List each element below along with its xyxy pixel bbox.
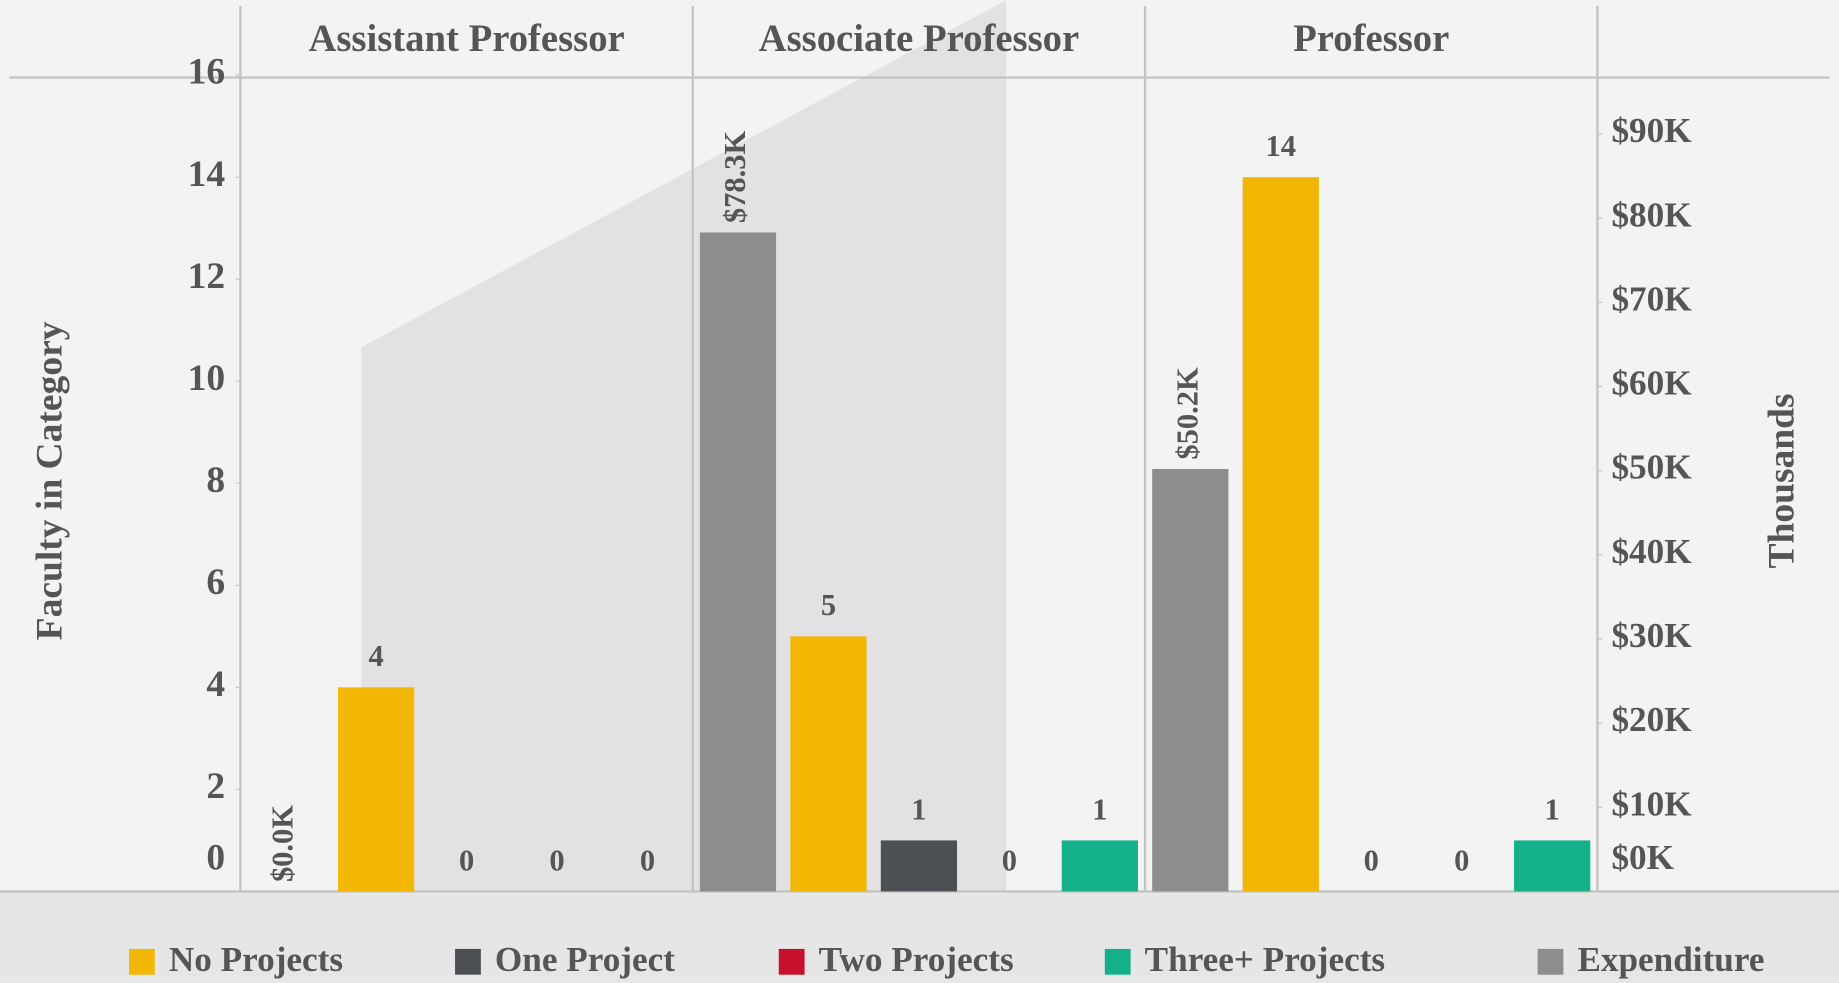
legend-label: Two Projects — [819, 940, 1014, 979]
data-label: 5 — [821, 588, 836, 622]
y2-tick-label: $80K — [1611, 195, 1692, 234]
y-tick-label: 16 — [188, 52, 226, 93]
y-tick-label: 12 — [188, 256, 226, 297]
y2-tick-label: $10K — [1611, 784, 1692, 823]
legend-label: One Project — [495, 940, 675, 979]
bar — [1152, 468, 1229, 892]
bar — [338, 687, 415, 892]
data-label: 0 — [1454, 843, 1469, 877]
y2-tick-label: $0K — [1611, 838, 1674, 877]
y-tick-label: 10 — [188, 358, 226, 399]
bar — [1061, 840, 1138, 892]
data-label: 1 — [1545, 792, 1560, 826]
legend-swatch — [1537, 948, 1564, 975]
y-tick-label: 2 — [206, 766, 225, 807]
data-label: 14 — [1266, 129, 1296, 163]
y2-tick-label: $50K — [1611, 448, 1692, 487]
y-tick-label: 8 — [206, 460, 225, 501]
data-label: 1 — [911, 792, 926, 826]
panel-title: Associate Professor — [759, 18, 1080, 60]
data-label: $78.3K — [718, 131, 752, 224]
legend-label: No Projects — [169, 940, 343, 979]
y2-tick-label: $40K — [1611, 532, 1692, 571]
bar — [1514, 840, 1591, 892]
y2-tick-label: $60K — [1611, 364, 1692, 403]
y2-tick-label: $30K — [1611, 616, 1692, 655]
y2-tick-label: $70K — [1611, 279, 1692, 318]
data-label: 0 — [1002, 843, 1017, 877]
bar — [1242, 177, 1319, 892]
data-label: $50.2K — [1170, 367, 1204, 460]
legend-swatch — [455, 948, 481, 975]
y-tick-label: 6 — [206, 562, 225, 603]
legend-label: Three+ Projects — [1145, 940, 1385, 979]
legend-swatch — [129, 948, 155, 975]
y-tick-label: 4 — [206, 664, 225, 705]
y-axis-title: Faculty in Category — [29, 321, 70, 640]
data-label: 0 — [549, 843, 564, 877]
y-tick-label: 14 — [188, 154, 226, 195]
data-label: $0.0K — [266, 805, 300, 882]
bar — [880, 840, 958, 892]
bar — [790, 636, 867, 892]
data-label: 0 — [640, 843, 655, 877]
panel-title: Assistant Professor — [308, 18, 624, 60]
legend-swatch — [778, 948, 805, 975]
legend-swatch — [1104, 948, 1131, 975]
data-label: 0 — [1364, 843, 1379, 877]
data-label: 1 — [1092, 792, 1107, 826]
y2-tick-label: $20K — [1611, 700, 1692, 739]
legend-band — [0, 891, 1839, 983]
y2-axis-title: Thousands — [1762, 393, 1803, 568]
bar — [699, 232, 777, 892]
legend-label: Expenditure — [1577, 940, 1764, 979]
y-tick-label: 0 — [206, 838, 225, 879]
panel-title: Professor — [1293, 18, 1449, 60]
data-label: 0 — [459, 843, 474, 877]
y2-tick-label: $90K — [1611, 111, 1692, 150]
data-label: 4 — [369, 639, 384, 673]
